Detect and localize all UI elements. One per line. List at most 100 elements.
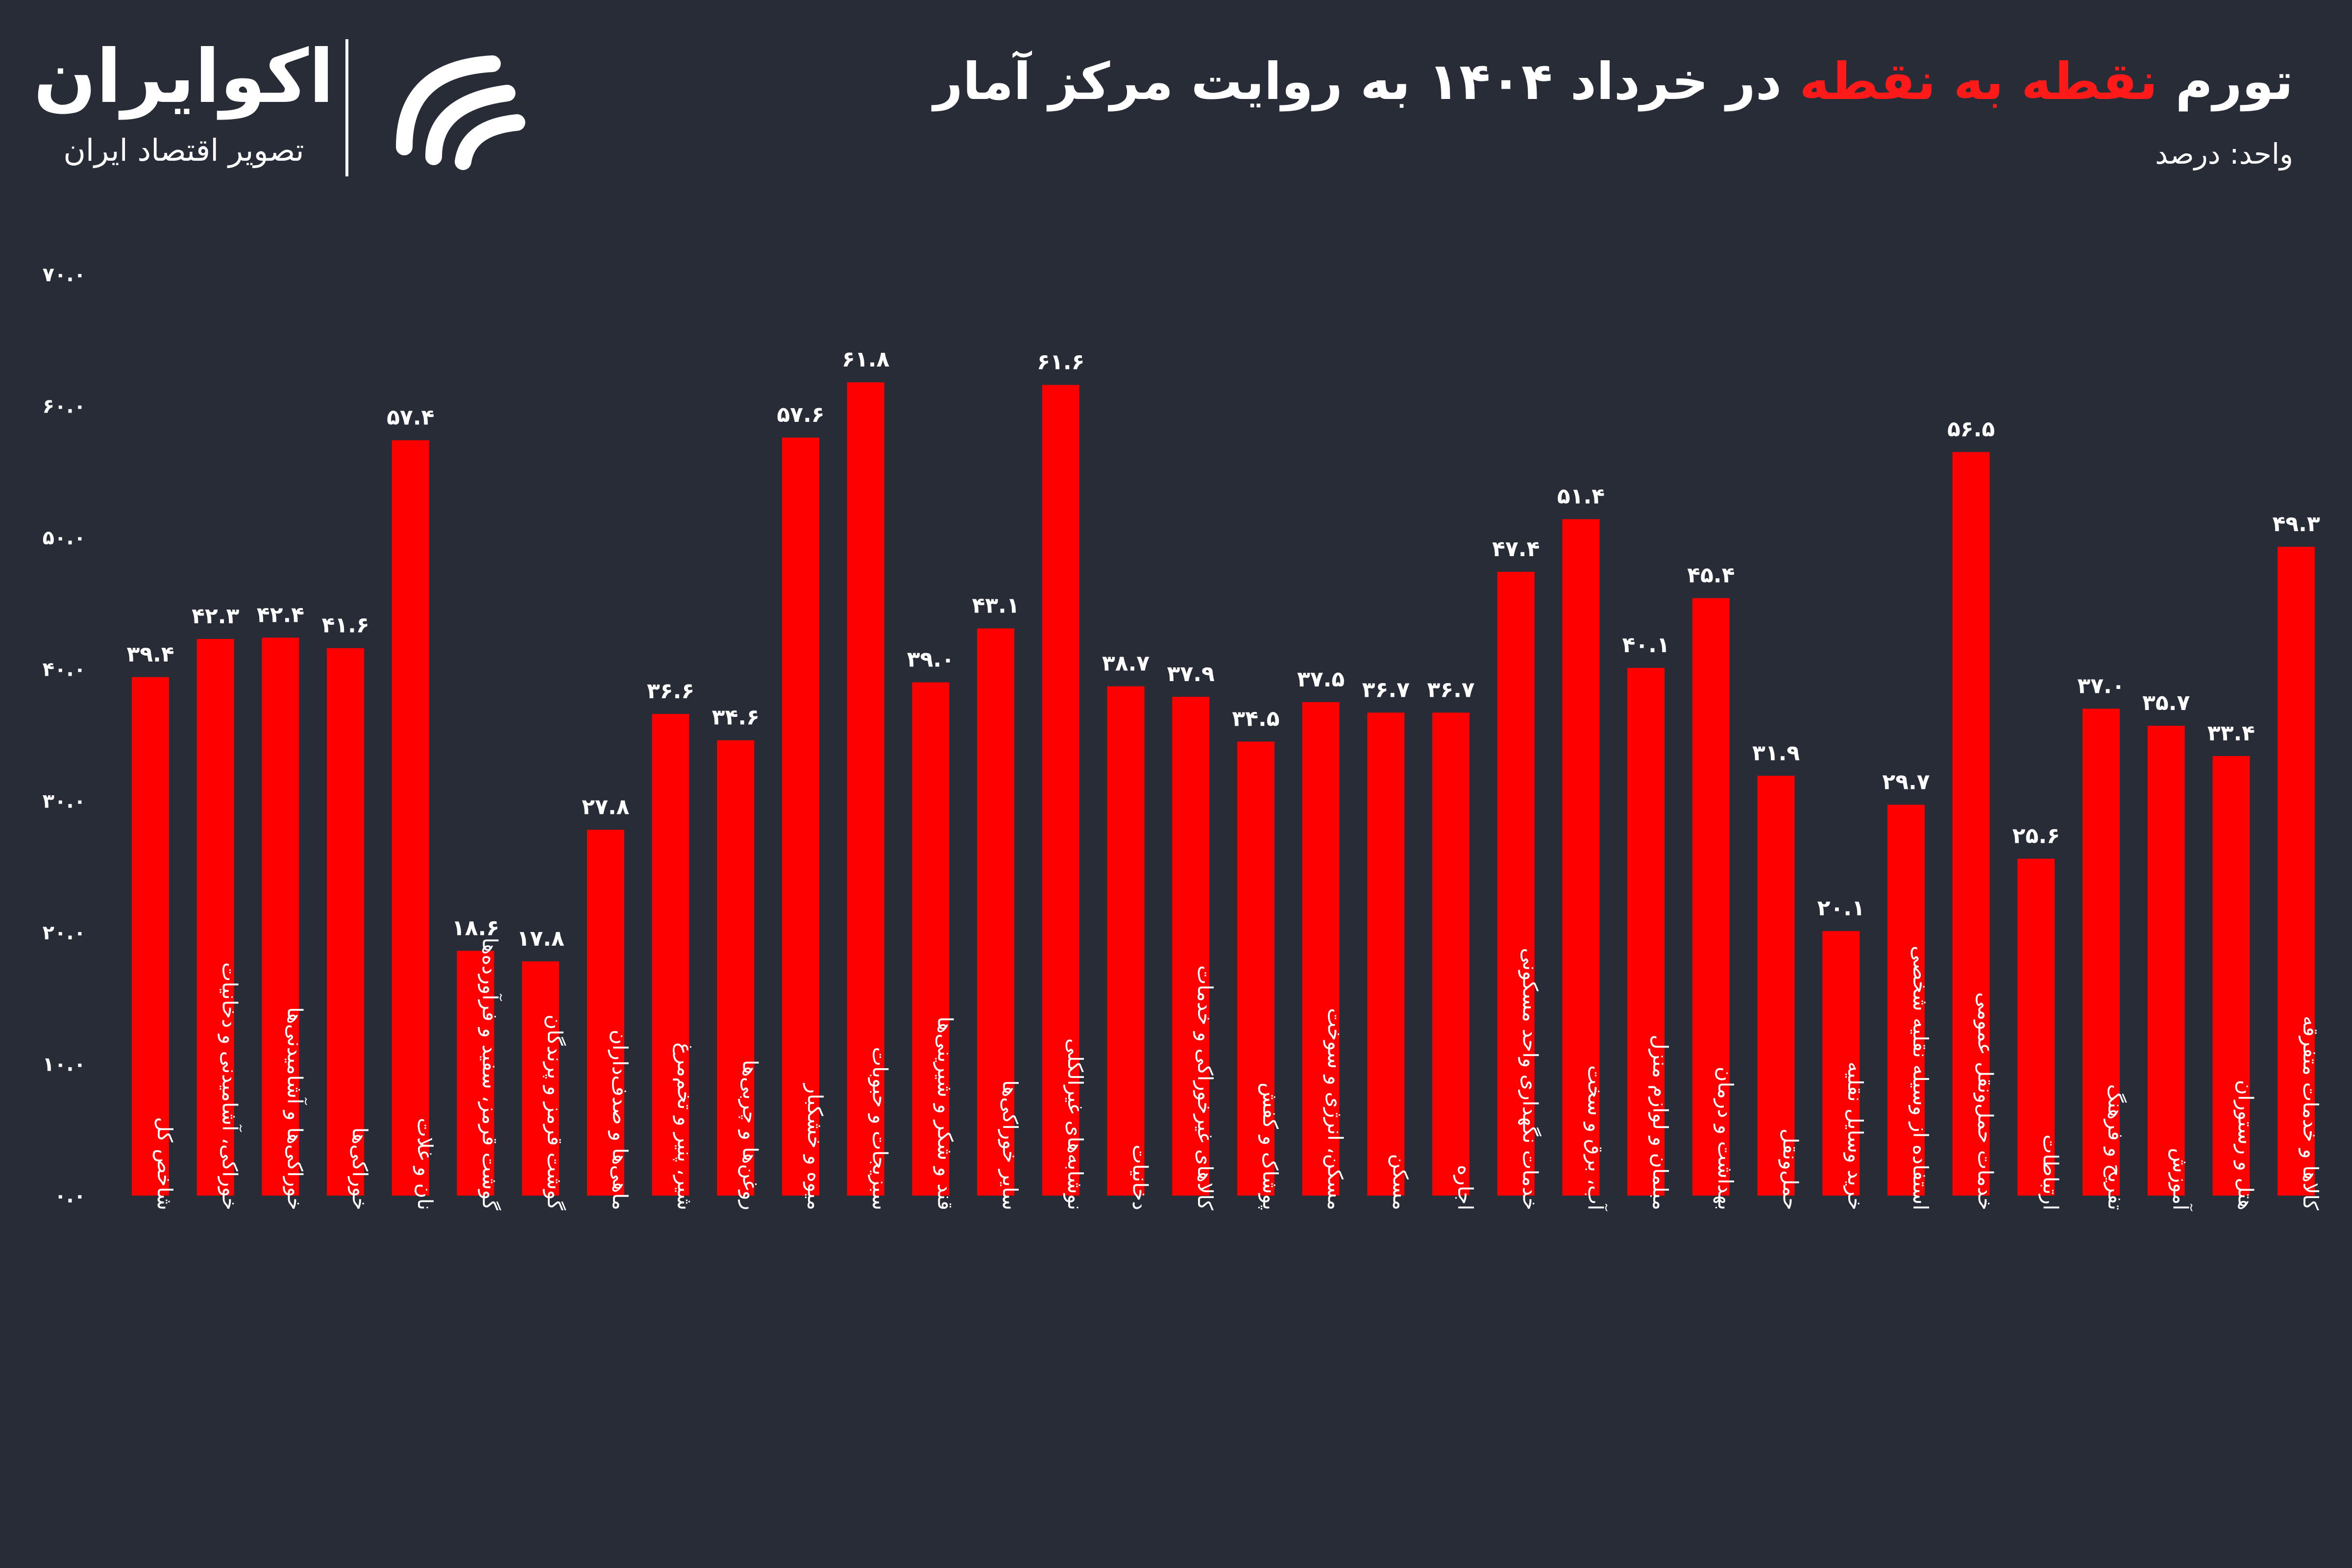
category-label: اجاره: [1453, 1165, 1477, 1210]
bar-value-label: ۴۷.۴: [1492, 537, 1540, 562]
category-label: ارتباطات: [2038, 1134, 2062, 1210]
category-label: بهداشت و درمان: [1713, 1067, 1738, 1210]
brand-logo: اکوایران تصویر اقتصاد ایران: [27, 34, 541, 181]
bar: [1042, 385, 1079, 1196]
x-axis-labels: شاخص کل خوراکی، آشامیدنی و دخانیات خوراکی‌…: [153, 937, 2323, 1211]
category-label: نان و غلات: [413, 1118, 437, 1210]
bar: [392, 440, 429, 1196]
logo-name: اکوایران: [33, 34, 334, 120]
bar: [262, 637, 299, 1196]
category-label: نوشابه‌های غیرالکلی: [1063, 1038, 1087, 1210]
bar: [717, 740, 755, 1196]
bar-value-label: ۱۷.۸: [517, 926, 564, 951]
bar-value-label: ۴۲.۴: [257, 602, 304, 627]
category-label: مسکن: [1388, 1154, 1412, 1210]
category-label: پوشاک و کفش: [1258, 1082, 1282, 1210]
category-label: قند و شکر و شیرینی‌ها: [933, 1016, 957, 1210]
y-tick-label: ۱۰.۰: [43, 1053, 86, 1076]
category-label: سایر خوراکی‌ها: [998, 1080, 1022, 1210]
bar: [847, 382, 884, 1196]
bar: [1757, 776, 1795, 1196]
category-label: شاخص کل: [153, 1117, 177, 1210]
bar-value-label: ۴۲.۳: [192, 604, 239, 629]
bar: [912, 682, 950, 1196]
value-labels: ۳۹.۴ ۴۲.۳ ۴۲.۴ ۴۱.۶ ۵۷.۴ ۱۸.۶ ۱۷.۸ ۲۷.۸ ۳۶.۶ ۳۴.۶…: [126, 347, 2320, 951]
bar: [522, 961, 560, 1196]
y-tick-label: ۶۰.۰: [43, 395, 86, 418]
bar-value-label: ۳۷.۹: [1167, 662, 1215, 686]
bar-value-label: ۳۶.۷: [1362, 677, 1410, 702]
bar-value-label: ۳۹.۴: [126, 642, 174, 667]
category-label: هتل و رستوران: [2233, 1080, 2257, 1210]
bar-value-label: ۳۶.۷: [1427, 677, 1474, 702]
bar: [457, 951, 494, 1196]
bar-value-label: ۳۹.۰: [907, 647, 955, 672]
bar: [2212, 756, 2250, 1196]
y-tick-label: ۷۰.۰: [43, 264, 86, 286]
bar-value-label: ۴۳.۱: [972, 593, 1019, 618]
bar-value-label: ۳۷.۰: [2077, 673, 2125, 698]
category-label: خرید وسایل نقلیه: [1843, 1062, 1867, 1210]
bar: [1172, 697, 1210, 1196]
bar-value-label: ۳۶.۶: [647, 679, 694, 704]
bar: [1692, 598, 1730, 1196]
bar-value-label: ۲۹.۷: [1882, 769, 1930, 794]
bar: [1107, 686, 1145, 1196]
bar-value-label: ۲۷.۸: [582, 794, 629, 819]
bar-value-label: ۴۱.۶: [321, 613, 369, 638]
bar-value-label: ۳۴.۵: [1232, 706, 1279, 731]
y-axis: ۰.۰ ۱۰.۰ ۲۰.۰ ۳۰.۰ ۴۰.۰ ۵۰.۰ ۶۰.۰ ۷۰.۰: [43, 264, 86, 1207]
title-highlight: نقطه به نقطه: [1799, 51, 2158, 111]
bar-value-label: ۲۰.۱: [1817, 896, 1865, 921]
bar: [2147, 726, 2185, 1196]
bar: [2278, 546, 2315, 1196]
category-label: کالاها و خدمات متفرقه: [2299, 1016, 2323, 1210]
title-part1: تورم: [2175, 51, 2293, 111]
bar-value-label: ۵۶.۵: [1947, 417, 1995, 442]
category-label: گوشت قرمز، سفید و فرآورده‌ها: [478, 937, 503, 1210]
bar: [652, 714, 689, 1196]
ecoiran-logo-icon: [396, 55, 525, 170]
category-label: تفریح و فرهنگ: [2103, 1084, 2128, 1210]
bar-value-label: ۳۵.۷: [2142, 690, 2190, 715]
logo-tagline: تصویر اقتصاد ایران: [63, 132, 304, 168]
bar-value-label: ۴۵.۴: [1687, 563, 1735, 588]
bar-value-label: ۲۵.۶: [2012, 823, 2060, 848]
bar-value-label: ۱۸.۶: [452, 915, 499, 940]
bar: [1822, 931, 1860, 1196]
bar-value-label: ۴۰.۱: [1622, 633, 1669, 658]
category-label: سبزیجات و حبوبات: [868, 1047, 892, 1210]
y-tick-label: ۲۰.۰: [43, 922, 86, 944]
category-label: آب، برق و سخت: [1583, 1065, 1608, 1211]
bar: [1237, 741, 1274, 1196]
bars: [132, 382, 2315, 1196]
bar-value-label: ۳۴.۶: [712, 705, 760, 730]
category-label: خوراکی‌ها: [348, 1127, 372, 1210]
category-label: روغن‌ها و چربی‌ها: [738, 1060, 762, 1210]
y-tick-label: ۵۰.۰: [43, 527, 86, 549]
bar: [1432, 712, 1470, 1196]
bar: [1952, 452, 1990, 1196]
category-label: ماهی‌ها و صدف‌داران: [608, 1029, 632, 1210]
category-label: حمل‌ونقل: [1779, 1128, 1803, 1210]
bar: [1887, 805, 1925, 1196]
category-label: گوشت قرمز و پرندگان: [542, 1014, 567, 1210]
y-tick-label: ۰.۰: [54, 1185, 86, 1207]
title-part2: در خرداد ۱۴۰۴ به روایت مرکز آمار: [933, 51, 1782, 111]
category-label: کالاهای غیرخوراکی و خدمات: [1193, 965, 1217, 1210]
category-label: خدمات نگهداری واحد مسکونی: [1518, 948, 1543, 1210]
category-label: خوراکی، آشامیدنی و دخانیات: [218, 962, 243, 1210]
bar: [2082, 709, 2120, 1196]
y-tick-label: ۳۰.۰: [43, 790, 86, 812]
bar: [1367, 712, 1405, 1196]
bar-value-label: ۶۱.۸: [842, 347, 889, 372]
bar: [327, 648, 365, 1196]
bar-value-label: ۵۱.۴: [1557, 484, 1605, 509]
unit-label: واحد: درصد: [2155, 137, 2293, 171]
bar-value-label: ۳۸.۷: [1102, 651, 1150, 676]
bar-value-label: ۵۷.۶: [777, 402, 824, 427]
bar-value-label: ۳۳.۴: [2207, 721, 2255, 746]
category-label: خوراکی‌ها و آشامیدنی‌ها: [283, 1007, 307, 1210]
bar: [132, 677, 169, 1196]
